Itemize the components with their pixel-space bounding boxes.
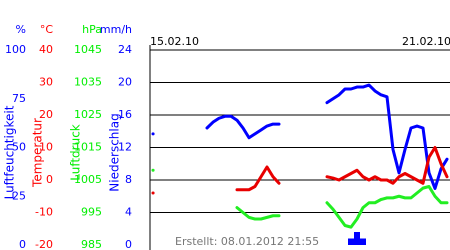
y-tick-label: 0: [19, 238, 26, 250]
y-tick-label: 75: [12, 92, 26, 105]
x-tick-label: 15.02.10: [150, 35, 199, 48]
axis-title: Luftfeuchtigkeit: [3, 105, 17, 199]
axis-unit: mm/h: [100, 23, 132, 36]
y-tick-label: 0: [46, 173, 53, 186]
y-tick-label: 30: [39, 76, 53, 89]
y-tick-label: 16: [118, 108, 132, 121]
footer: Erstellt: 08.01.2012 21:55: [175, 235, 319, 248]
y-tick-label: 25: [12, 189, 26, 202]
y-tick-label: 50: [12, 141, 26, 154]
precip-bar: [354, 232, 360, 245]
y-tick-label: 10: [39, 141, 53, 154]
y-tick-label: 8: [125, 173, 132, 186]
y-tick-label: 1045: [74, 43, 102, 56]
axis-title: Niederschlag: [108, 113, 122, 191]
axis-unit: %: [16, 23, 26, 36]
precip-bar: [360, 238, 366, 245]
y-tick-label: 12: [118, 141, 132, 154]
chart-layer: %Luftfeuchtigkeit0255075100°CTemperatur-…: [3, 23, 450, 250]
y-tick-label: 4: [125, 206, 132, 219]
data-line: [151, 83, 449, 190]
data-line: [151, 146, 449, 195]
y-tick-label: 1005: [74, 173, 102, 186]
y-tick-label: 1015: [74, 141, 102, 154]
y-tick-label: 0: [125, 238, 132, 250]
y-tick-label: -10: [35, 206, 53, 219]
y-tick-label: 995: [81, 206, 102, 219]
y-tick-label: 100: [5, 43, 26, 56]
axis-title: Luftdruck: [69, 124, 83, 181]
y-tick-label: -20: [35, 238, 53, 250]
y-tick-label: 40: [39, 43, 53, 56]
y-tick-label: 20: [39, 108, 53, 121]
axis-unit: °C: [40, 23, 54, 36]
axis-title: Temperatur: [31, 118, 45, 188]
precip-bar: [348, 238, 354, 245]
y-tick-label: 985: [81, 238, 102, 250]
y-tick-label: 24: [118, 43, 132, 56]
y-tick-label: 20: [118, 76, 132, 89]
y-tick-label: 1025: [74, 108, 102, 121]
data-line: [151, 168, 449, 229]
axis-unit: hPa: [82, 23, 102, 36]
x-tick-label: 21.02.10: [402, 35, 450, 48]
y-tick-label: 1035: [74, 76, 102, 89]
